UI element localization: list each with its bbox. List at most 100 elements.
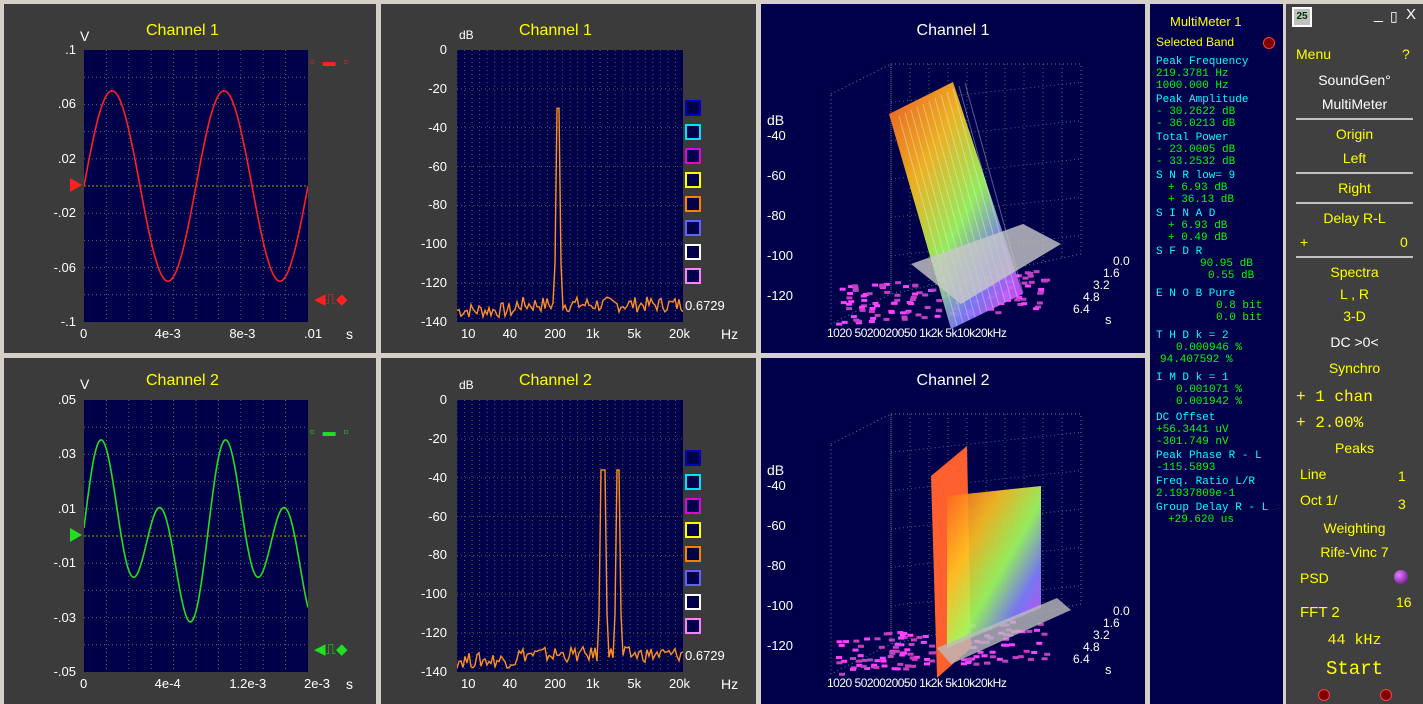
noise-floor-mark [900,311,907,315]
trace-color-swatch[interactable] [685,100,701,116]
x-unit-label: s [346,326,353,342]
noise-floor-mark [871,663,878,667]
trace-color-swatch[interactable] [685,196,701,212]
trace-color-swatch[interactable] [685,450,701,466]
noise-floor-mark [1044,652,1051,656]
multimeter-button[interactable]: MultiMeter [1321,96,1388,112]
x-tick-label: 0 [80,326,88,341]
percent-increment-button[interactable]: + 2.00% [1296,414,1364,432]
noise-floor-mark [836,661,843,665]
trace-color-swatch[interactable] [685,124,701,140]
noise-floor-mark [1008,643,1015,647]
lr-button[interactable]: L , R [1339,286,1370,302]
selected-band-label: Selected Band [1156,35,1235,49]
trace-color-swatch[interactable] [685,618,701,634]
separator [1296,202,1413,204]
x-unit-label: Hz [721,676,739,692]
spectrum-plot[interactable] [456,50,684,322]
noise-floor-mark [1017,303,1024,306]
channel-increment-button[interactable]: + 1 chan [1296,388,1373,406]
trace-color-swatch[interactable] [685,244,701,260]
noise-floor-mark [874,637,881,641]
spectra-button[interactable]: Spectra [1330,264,1379,280]
noise-floor-mark [854,319,861,323]
right-button[interactable]: Right [1338,180,1371,196]
trace-color-swatch[interactable] [685,220,701,236]
x-tick-label: 10 [461,326,476,341]
3d-button[interactable]: 3-D [1343,308,1366,324]
start-button[interactable]: Start [1325,658,1383,680]
dc-offset-right: -301.749 nV [1156,436,1229,448]
sample-rate-button[interactable]: 44 kHz [1327,632,1382,649]
peaks-button[interactable]: Peaks [1335,440,1374,456]
noise-floor-mark [847,292,854,295]
minimize-button[interactable]: _ [1374,6,1383,23]
weighting-button[interactable]: Weighting [1323,520,1386,536]
trace-color-swatch[interactable] [685,268,701,284]
enob-right: 0.0 bit [1216,312,1263,324]
waterfall-3d-chart[interactable] [761,4,1145,353]
noise-floor-mark [839,672,845,676]
noise-floor-mark [903,285,910,289]
spectral-peak-surface [947,486,1041,648]
trace-color-swatch[interactable] [685,498,701,514]
fft-size-button[interactable]: FFT 2 [1300,604,1340,621]
noise-floor-mark [860,664,867,668]
noise-floor-mark [1022,276,1029,280]
synchro-button[interactable]: Synchro [1328,360,1381,376]
trigger-mode-icon[interactable]: ◀⎍◆ [314,641,348,658]
soundgen-button[interactable]: SoundGen° [1318,72,1391,88]
trace-color-swatch[interactable] [685,172,701,188]
trace-color-swatches[interactable] [685,450,705,650]
zoom-controls-icon[interactable]: ▫▬▫ [310,424,357,439]
trace-color-swatch[interactable] [685,148,701,164]
noise-floor-mark [1041,632,1048,636]
delay-increment-button[interactable]: + [1300,234,1309,250]
trace-color-swatch[interactable] [685,546,701,562]
help-button[interactable]: ? [1402,46,1410,62]
trace-color-swatch[interactable] [685,474,701,490]
noise-floor-mark [910,664,917,668]
oscilloscope-plot[interactable] [83,400,309,672]
dc-offset-label: DC Offset [1156,412,1216,424]
origin-button[interactable]: Origin [1335,126,1374,142]
noise-floor-mark [894,667,901,671]
noise-floor-mark [961,658,968,662]
zoom-controls-icon[interactable]: ▫▬▫ [310,54,357,69]
spectrum-plot[interactable] [456,400,684,672]
line-button[interactable]: Line [1300,466,1327,482]
delay-button[interactable]: Delay R-L [1323,210,1386,226]
window-function-button[interactable]: Rife-Vinc 7 [1320,544,1389,560]
maximize-button[interactable]: ▯ [1390,8,1398,24]
noise-floor-mark [1031,651,1038,654]
y-tick-label: -60 [428,508,447,524]
app-logo-icon[interactable]: 25 [1292,7,1312,27]
left-button[interactable]: Left [1342,150,1367,166]
dc-button[interactable]: DC >0< [1330,334,1379,350]
menu-button[interactable]: Menu [1296,46,1332,62]
psd-button[interactable]: PSD [1300,570,1329,586]
y-tick-label: -40 [428,119,447,135]
z-unit-label: s [1105,662,1112,677]
oscilloscope-plot[interactable] [83,50,309,322]
trigger-mode-icon[interactable]: ◀⎍◆ [314,291,348,308]
noise-floor-mark [907,633,914,637]
trace-color-swatch[interactable] [685,570,701,586]
trigger-level-marker[interactable] [70,178,82,192]
snr-label: S N R low= 9 [1156,170,1236,182]
z-tick-label: 1.6 [1103,616,1120,630]
noise-floor-mark [872,283,879,287]
octave-button[interactable]: Oct 1/ [1300,492,1338,508]
selected-band-led-icon[interactable] [1263,37,1275,49]
psd-led-icon[interactable] [1394,570,1408,584]
x-tick-label: 200 [544,326,566,341]
fft-size-exponent: 16 [1396,594,1412,610]
waterfall-3d-chart[interactable] [761,358,1145,704]
trace-color-swatches[interactable] [685,100,705,300]
x-unit-label: s [346,676,353,692]
trigger-level-marker[interactable] [70,528,82,542]
trace-color-swatch[interactable] [685,522,701,538]
waterfall-panel-channel-2: Channel 2 dB -40 -60 -80 -100 -120 1020 5020… [761,358,1145,704]
close-button[interactable]: X [1406,6,1417,23]
trace-color-swatch[interactable] [685,594,701,610]
